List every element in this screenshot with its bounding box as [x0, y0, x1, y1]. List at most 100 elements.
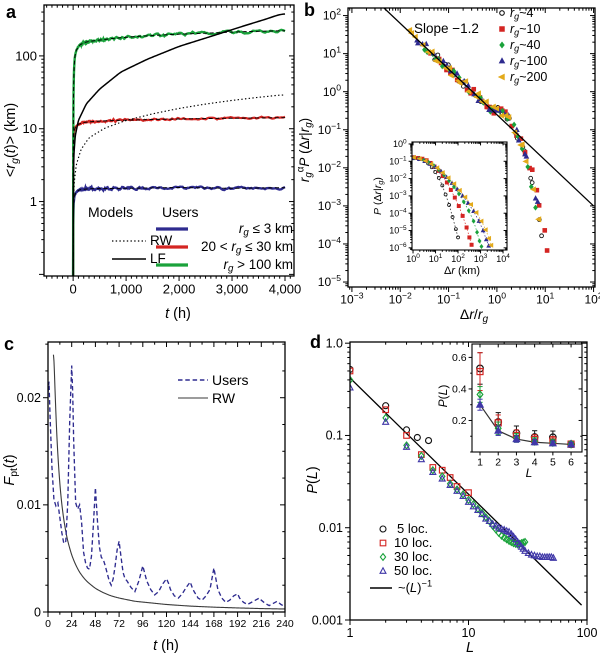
series-fit-red [72, 117, 286, 276]
tick-label: 0 [70, 281, 77, 296]
legend-item-5-loc: 5 loc. [379, 521, 428, 536]
legend-item-rg-10: rg~10 [499, 22, 540, 38]
tick-label: 24 [66, 618, 78, 630]
legend-label: 10 loc. [394, 535, 432, 550]
series-fit-green [72, 30, 286, 276]
legend-item-users: Users [178, 372, 249, 388]
tick-label: 10−2 [318, 159, 341, 175]
tick-label: 100 [15, 48, 37, 63]
tick-label: 10−5 [389, 225, 407, 236]
tick-label: 4,000 [269, 281, 302, 296]
tick-label: 1 [477, 456, 483, 468]
chart-d-main-x-axis-title: L [466, 640, 474, 656]
tick-label: 101 [429, 253, 443, 264]
chart-b-inset-x-axis-title: Δr (km) [444, 265, 480, 277]
inset-background [472, 344, 582, 452]
axes-ticks: 1 10 100 1.0 0.1 0.01 0.001 [312, 336, 598, 639]
tick-label: 0 [34, 605, 41, 619]
tick-label: 168 [205, 618, 223, 630]
tick-label: 10−3 [389, 190, 407, 201]
legend-item-users-20-30km: 20 < rg ≤ 30 km [156, 239, 293, 257]
tick-label: 100 [323, 83, 341, 99]
legend-item-30-loc: 30 loc. [379, 549, 432, 564]
legend-item-rw: RW [178, 390, 236, 406]
chart-b-main: 10−310−210−110010110210210110010−110−210… [295, 6, 600, 325]
tick-label: 2 [495, 456, 501, 468]
tick-label: 216 [253, 618, 271, 630]
legend-item-users-header: Users [162, 204, 199, 220]
series-area [349, 365, 583, 606]
tick-label: 1,000 [110, 281, 143, 296]
tick-label: 10−1 [437, 290, 460, 306]
tick-label: 10−5 [318, 273, 341, 289]
axes-ticks: 0 1,000 2,000 3,000 4,000 1 10 100 [15, 5, 301, 296]
tick-label: 10−4 [389, 207, 407, 218]
axes-ticks: 0 24 48 72 96 120 144 168 192 216 240 0 0.01 0.02 [17, 342, 294, 630]
tick-label: 102 [585, 290, 600, 306]
series-5 loc. [349, 365, 433, 445]
legend-label: ~(L)−1 [398, 579, 432, 595]
axes-ticks: 100 101 102 103 104 100 10−1 10−2 10−3 10−4 10−5 10… [389, 138, 510, 264]
tick-label: 0.1 [326, 429, 343, 443]
chart-d-inset: 1 2 3 4 5 6 0.2 0.4 0.6 L P(L) [436, 343, 583, 480]
legend-label: rg~10 [510, 22, 540, 38]
tick-label: 6 [568, 456, 574, 468]
tick-label: 100 [577, 626, 598, 640]
tick-label: 72 [113, 618, 125, 630]
legend-item-model-lf: LF [112, 251, 166, 266]
tick-label: 102 [323, 7, 341, 23]
tick-label: 0.4 [452, 384, 467, 396]
tick-label: 144 [181, 618, 199, 630]
tick-label: 10−1 [318, 121, 341, 137]
series-area [411, 155, 494, 249]
tick-label: 5 [550, 456, 556, 468]
tick-label: 1 [30, 194, 37, 209]
axes-ticks: 10−310−210−110010110210210110010−110−210… [318, 7, 600, 307]
legend-label: rg~4 [510, 6, 533, 22]
legend-item-rg-4: rg~4 [499, 6, 533, 22]
legend-item-inv-L: ~(L)−1 [370, 579, 432, 595]
tick-label: 102 [451, 253, 465, 264]
tick-label: 0.001 [312, 613, 343, 627]
legend-item-users-gt-100km: rg > 100 km [156, 257, 293, 275]
plot-frame [47, 341, 286, 613]
series-RW [52, 354, 286, 610]
chart-b-main-y-axis-title: rgαP (Δr|rg) [295, 118, 314, 182]
series-area [47, 354, 286, 610]
tick-label: 100 [406, 253, 420, 264]
panel-c-letter: c [4, 334, 15, 354]
series-50 loc. [475, 398, 576, 448]
tick-label: 101 [536, 290, 554, 306]
legend-label: 30 loc. [394, 549, 432, 564]
legend-item-users-le-3km: rg ≤ 3 km [156, 221, 293, 239]
tick-label: 120 [158, 618, 176, 630]
tick-label: 101 [323, 45, 341, 61]
chart-b-inset: 100 101 102 103 104 100 10−1 10−2 10−3 10−4 10−5 10… [372, 138, 510, 277]
legend-item-rg-200: rg~200 [497, 70, 547, 86]
legend-label: Users [162, 204, 199, 220]
plot-frame [471, 343, 583, 453]
series-50 loc. [349, 383, 558, 561]
series-model-LF [72, 13, 286, 277]
chart-d-inset-y-axis-title: P(L) [436, 385, 450, 408]
chart-c-main-x-axis-title: t (h) [153, 638, 179, 654]
tick-label: 2,000 [163, 281, 196, 296]
series-Users [47, 365, 286, 608]
tick-label: 3 [514, 456, 520, 468]
tick-label: 10−3 [340, 290, 363, 306]
legend-label: rg~40 [510, 38, 540, 54]
chart-d-main-y-axis-title: P(L) [305, 466, 321, 493]
series-area [475, 352, 576, 449]
legend-label: rg ≤ 3 km [239, 221, 293, 239]
tick-label: 10−3 [318, 197, 341, 213]
tick-label: 100 [488, 290, 506, 306]
legend-label: RW [150, 233, 173, 248]
legend-item-10-loc: 10 loc. [379, 535, 432, 550]
panel-d-letter: d [310, 332, 321, 352]
chart-a-main: 0 1,000 2,000 3,000 4,000 1 10 100 t (h) <rg(t)> … [3, 4, 301, 322]
tick-label: 10−4 [318, 235, 341, 251]
tick-label: 10 [462, 626, 476, 640]
